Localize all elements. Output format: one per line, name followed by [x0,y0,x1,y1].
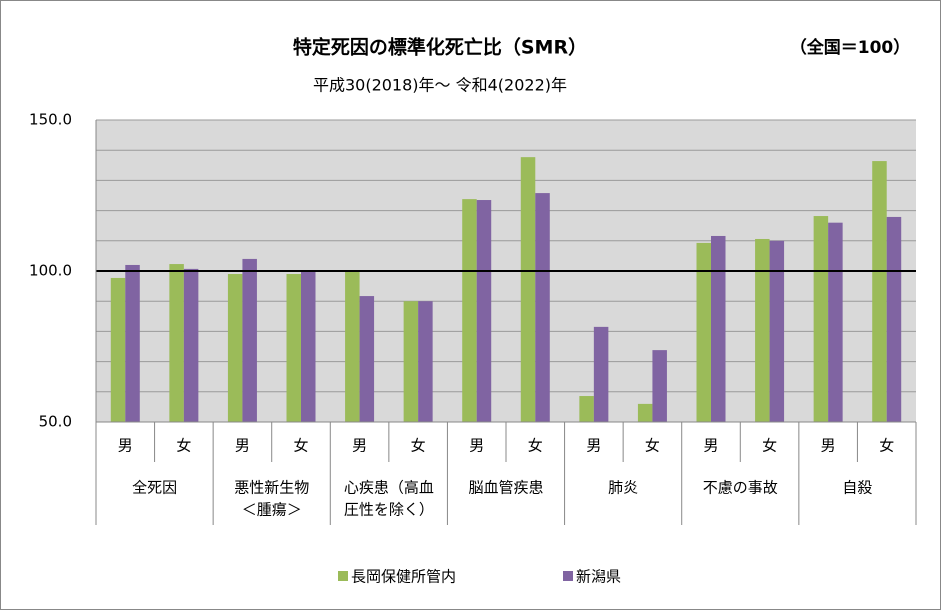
bar [345,271,360,422]
x-tick-label: 女 [528,437,543,455]
y-tick-label: 100.0 [29,262,72,280]
group-label: 自殺 [842,479,872,497]
group-label: ＜腫瘍＞ [242,501,302,519]
group-label: 脳血管疾患 [468,479,543,497]
bar [637,403,653,422]
legend-label: 長岡保健所管内 [351,568,456,586]
x-tick-label: 男 [469,437,484,455]
chart-title: 特定死因の標準化死亡比（SMR） [293,36,587,59]
bar [227,274,243,422]
bar [886,216,902,422]
bar [652,350,667,422]
bar [593,326,609,422]
y-tick-label: 50.0 [39,413,72,431]
bar [286,274,301,422]
bar [418,301,433,422]
x-tick-label: 男 [703,437,718,455]
bar [813,216,829,422]
group-label: 心疾患（高血 [344,479,434,497]
bar [242,258,257,422]
bar [476,200,492,422]
bar [462,199,477,422]
bar [359,296,375,422]
bar [696,242,711,422]
group-label: 圧性を除く） [344,501,434,519]
x-tick-label: 男 [586,437,601,455]
bar [301,271,316,422]
group-label: 悪性新生物 [234,479,309,497]
bar [579,396,594,422]
bar [755,238,770,422]
x-tick-label: 男 [118,437,133,455]
y-tick-label: 150.0 [29,111,72,129]
x-tick-label: 女 [645,437,660,455]
bar [125,264,140,422]
bar [183,268,199,422]
bar [110,277,126,422]
bar [769,240,785,422]
bar [535,193,550,422]
group-label: 肺炎 [608,479,638,497]
bar [403,301,419,422]
bar [520,157,536,422]
x-tick-label: 女 [293,437,308,455]
x-tick-label: 女 [411,437,426,455]
chart-note: （全国＝100） [790,37,911,58]
group-label: 全死因 [132,479,177,497]
bar [828,222,843,422]
x-tick-label: 男 [821,437,836,455]
x-tick-label: 女 [176,437,191,455]
bar [169,264,184,422]
bar [711,235,726,422]
legend-label: 新潟県 [576,568,621,586]
x-tick-label: 女 [762,437,777,455]
chart-subtitle: 平成30(2018)年～ 令和4(2022)年 [313,76,567,95]
x-tick-label: 女 [879,437,894,455]
legend-swatch [563,571,573,581]
legend-swatch [338,571,348,581]
x-tick-label: 男 [235,437,250,455]
x-tick-label: 男 [352,437,367,455]
bar [872,161,887,422]
group-label: 不慮の事故 [703,479,778,497]
